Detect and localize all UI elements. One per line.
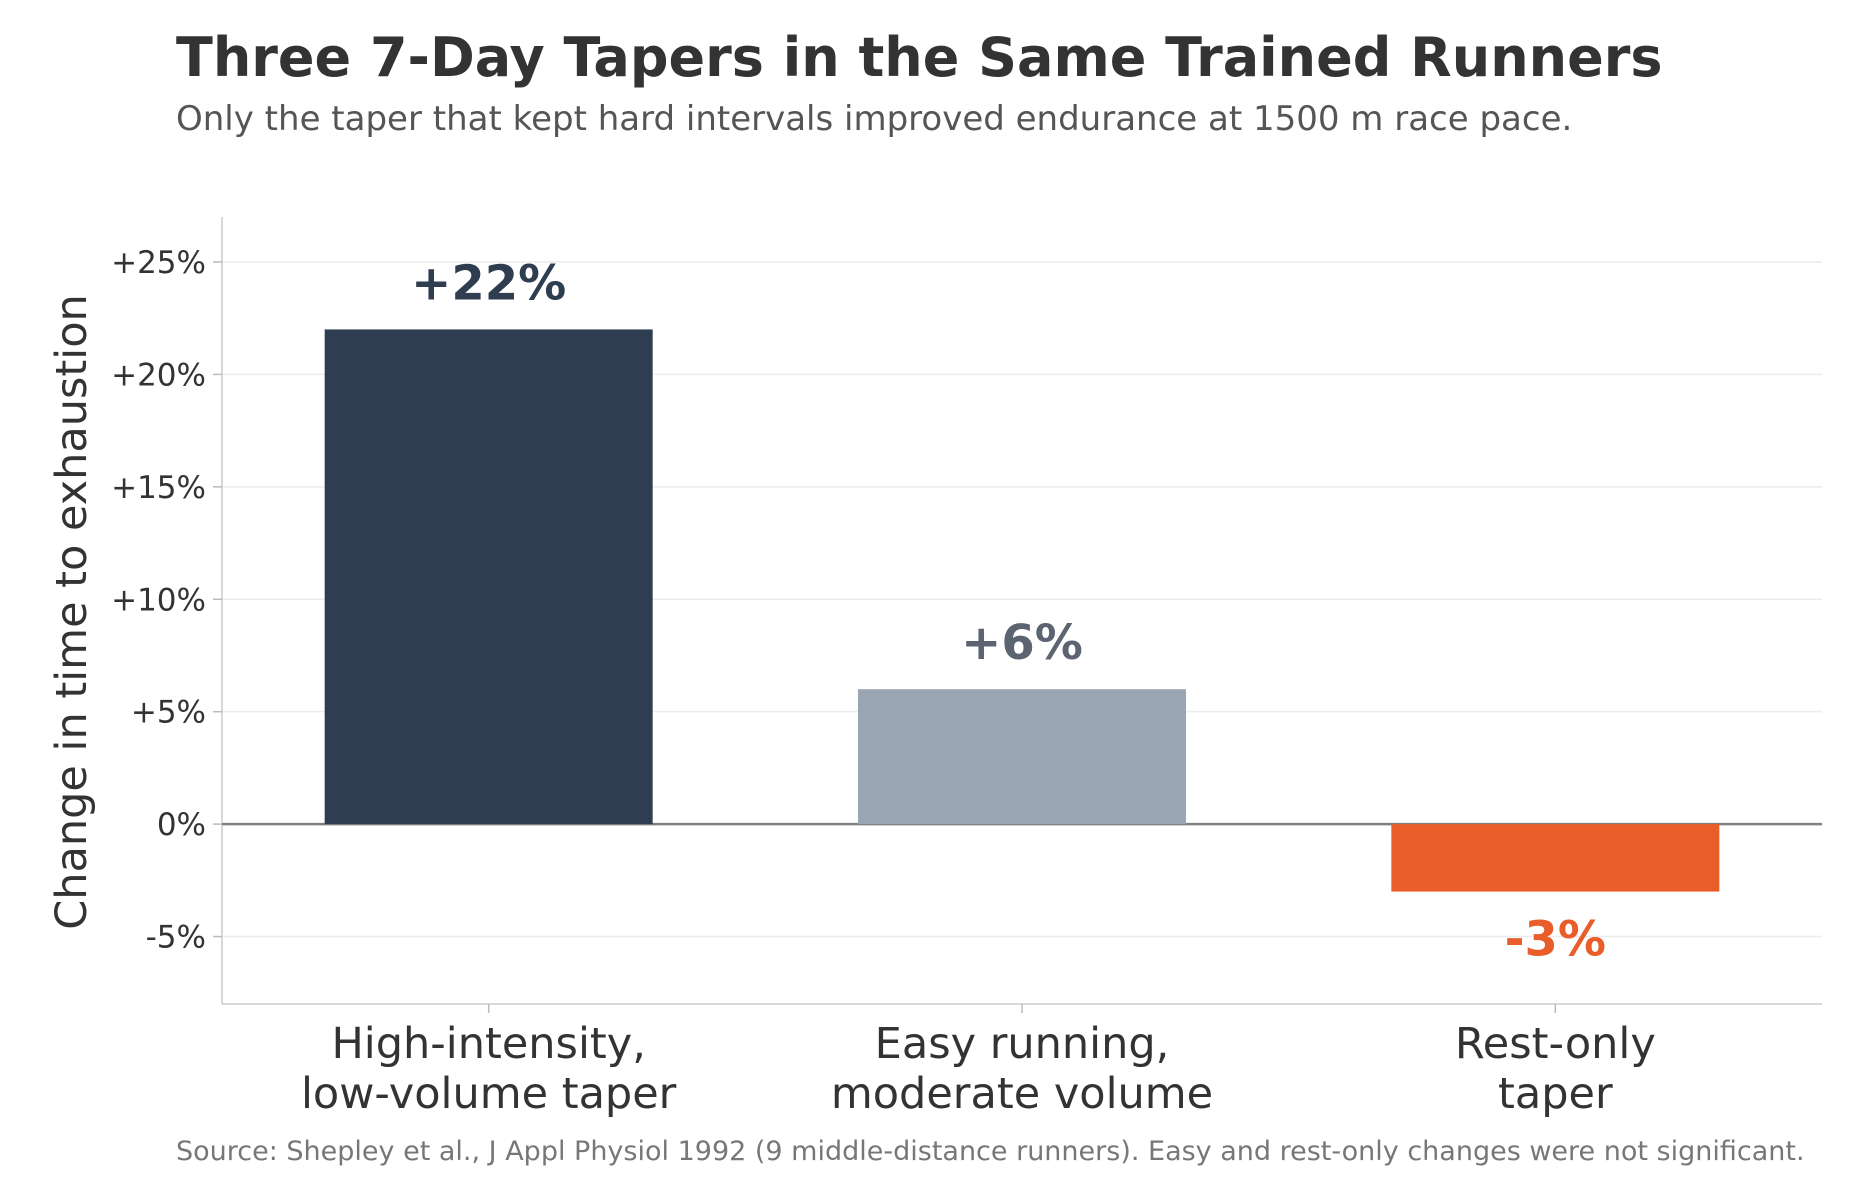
data-label: +22%	[411, 255, 566, 311]
y-axis-label: Change in time to exhaustion	[47, 294, 97, 930]
bar	[324, 329, 653, 825]
bar	[858, 689, 1186, 825]
y-tick-label: 0%	[157, 807, 206, 843]
x-axis-categories: High-intensity,low-volume taper Easy runn…	[301, 1004, 1656, 1119]
data-label: +6%	[961, 615, 1083, 671]
x-category-label: Easy running,	[875, 1019, 1170, 1069]
x-category-label: Rest-only	[1455, 1019, 1656, 1069]
source-note: Source: Shepley et al., J Appl Physiol 1…	[176, 1136, 1805, 1167]
x-category-label: taper	[1498, 1069, 1613, 1119]
y-tick-label: +25%	[111, 245, 206, 281]
data-labels: +22% +6% -3%	[411, 255, 1606, 967]
x-category-label: High-intensity,	[331, 1019, 645, 1069]
chart-title: Three 7-Day Tapers in the Same Trained R…	[176, 26, 1662, 89]
data-label: -3%	[1505, 912, 1606, 968]
x-category-label: moderate volume	[831, 1069, 1213, 1119]
y-tick-label: +15%	[111, 470, 206, 506]
y-tick-label: -5%	[146, 920, 206, 956]
bar	[1391, 824, 1720, 892]
y-tick-label: +5%	[131, 695, 206, 731]
chart-subtitle: Only the taper that kept hard intervals …	[176, 99, 1572, 139]
y-tick-label: +10%	[111, 582, 206, 618]
y-tick-label: +20%	[111, 357, 206, 393]
x-category-label: low-volume taper	[301, 1069, 677, 1119]
bars	[324, 329, 1720, 892]
y-axis-ticks: -5% 0% +5% +10% +15% +20% +25%	[111, 245, 222, 956]
